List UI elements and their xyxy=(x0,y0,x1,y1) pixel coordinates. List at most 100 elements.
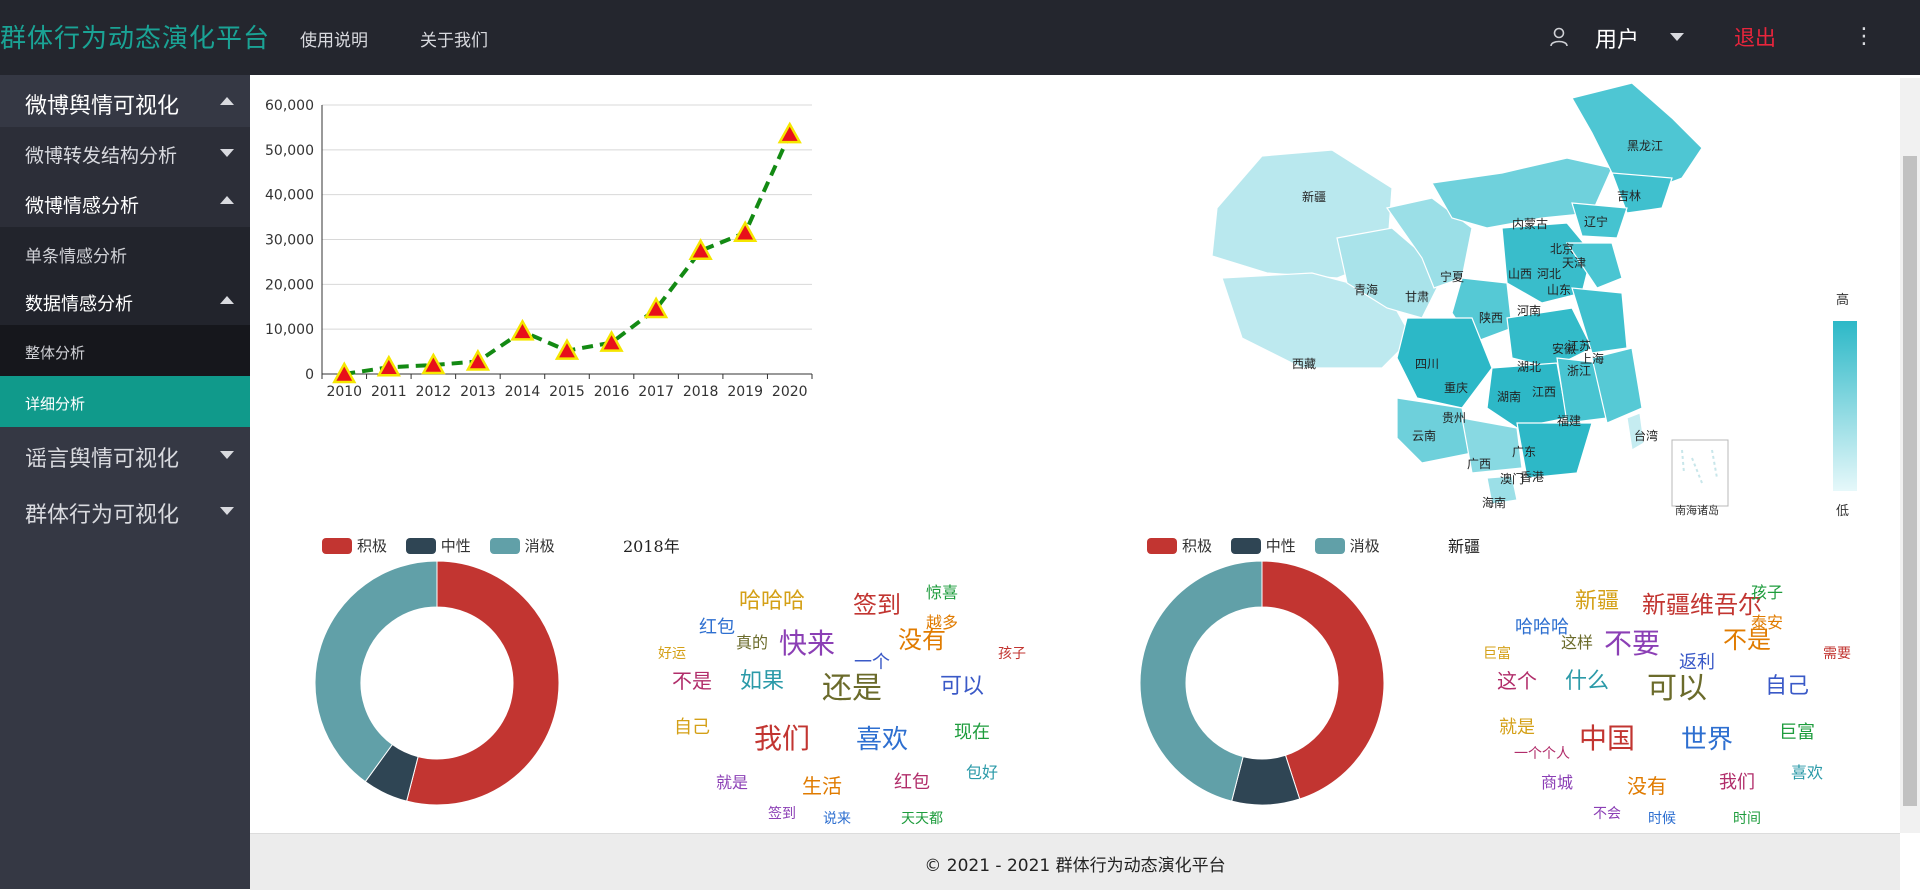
wordcloud-word[interactable]: 什么 xyxy=(1565,669,1609,694)
wordcloud-word[interactable]: 巨富 xyxy=(1779,722,1815,743)
wordcloud-word[interactable]: 孩子 xyxy=(998,646,1026,662)
wordcloud-word[interactable]: 可以 xyxy=(940,674,984,699)
province-shape[interactable] xyxy=(1571,82,1703,194)
data-point-marker[interactable] xyxy=(421,352,446,375)
wordcloud-word[interactable]: 快来 xyxy=(779,627,835,660)
visual-map-gradient-bar[interactable] xyxy=(1833,321,1857,491)
wordcloud-word[interactable]: 签到 xyxy=(853,591,901,619)
wordcloud-word[interactable]: 可以 xyxy=(1647,671,1707,706)
user-icon[interactable] xyxy=(1548,26,1570,48)
donut-slice[interactable] xyxy=(406,560,560,806)
legend-item-positive[interactable]: 积极 xyxy=(1147,535,1212,556)
wordcloud-word[interactable]: 还是 xyxy=(822,671,882,706)
wordcloud-word[interactable]: 一个 xyxy=(854,652,890,673)
data-point-marker[interactable] xyxy=(510,318,535,341)
wordcloud-word[interactable]: 红包 xyxy=(894,772,930,793)
province-shape[interactable] xyxy=(1571,202,1628,239)
province-shape[interactable] xyxy=(1565,242,1623,289)
legend-item-positive[interactable]: 积极 xyxy=(322,535,387,556)
province-shape[interactable] xyxy=(1221,272,1413,369)
province-shape[interactable] xyxy=(1611,172,1673,214)
data-point-marker[interactable] xyxy=(733,220,758,243)
legend-item-neutral[interactable]: 中性 xyxy=(405,535,471,556)
wordcloud-word[interactable]: 不是 xyxy=(672,669,712,693)
wordcloud-word[interactable]: 越多 xyxy=(926,613,958,632)
wordcloud-word[interactable]: 惊喜 xyxy=(926,583,958,602)
donut-slice[interactable] xyxy=(1261,560,1385,800)
data-point-marker[interactable] xyxy=(643,296,669,319)
wordcloud-word[interactable]: 泰安 xyxy=(1751,613,1783,632)
legend-item-negative[interactable]: 消极 xyxy=(489,535,555,556)
wordcloud-word[interactable]: 生活 xyxy=(802,774,842,798)
donut-slice[interactable] xyxy=(1139,560,1263,802)
wordcloud-word[interactable]: 天天都 xyxy=(901,811,943,827)
province-shape[interactable] xyxy=(1506,307,1593,369)
wordcloud-word[interactable]: 巨富 xyxy=(1483,645,1511,662)
wordcloud-word[interactable]: 新疆 xyxy=(1575,589,1619,614)
sidebar-item-detail-analysis[interactable]: 详细分析 xyxy=(0,376,250,427)
wordcloud-word[interactable]: 这个 xyxy=(1497,669,1537,693)
wordcloud-word[interactable]: 需要 xyxy=(1823,646,1851,662)
wordcloud-word[interactable]: 喜欢 xyxy=(1791,763,1823,782)
wordcloud-word[interactable]: 自己 xyxy=(1765,674,1809,699)
sidebar-item-weibo-opinion[interactable]: 微博舆情可视化 xyxy=(0,75,250,127)
wordcloud-word[interactable]: 我们 xyxy=(1719,772,1755,793)
wordcloud-word[interactable]: 没有 xyxy=(898,626,946,654)
more-options-icon[interactable]: ⋮ xyxy=(1853,24,1875,49)
wordcloud-word[interactable]: 时候 xyxy=(1648,811,1676,827)
sidebar-item-single-sentiment[interactable]: 单条情感分析 xyxy=(0,227,250,277)
sidebar-item-sentiment-analysis[interactable]: 微博情感分析 xyxy=(0,177,250,227)
wordcloud-word[interactable]: 真的 xyxy=(736,633,768,652)
wordcloud-word[interactable]: 就是 xyxy=(1499,717,1535,738)
data-point-marker[interactable] xyxy=(777,121,802,144)
data-point-marker[interactable] xyxy=(688,238,713,260)
province-shape[interactable] xyxy=(1486,475,1518,505)
sidebar-item-data-sentiment[interactable]: 数据情感分析 xyxy=(0,277,250,325)
wordcloud-word[interactable]: 中国 xyxy=(1579,722,1635,755)
data-point-marker[interactable] xyxy=(599,330,624,352)
wordcloud-word[interactable]: 一个个人 xyxy=(1514,746,1570,762)
wordcloud-word[interactable]: 喜欢 xyxy=(856,725,908,755)
wordcloud-word[interactable]: 哈哈哈 xyxy=(1515,617,1569,638)
wordcloud-word[interactable]: 孩子 xyxy=(1751,583,1783,602)
brand-title[interactable]: 群体行为动态演化平台 xyxy=(0,24,271,54)
sidebar-item-group-behavior[interactable]: 群体行为可视化 xyxy=(0,483,250,539)
wordcloud-word[interactable]: 我们 xyxy=(754,722,810,755)
data-point-marker[interactable] xyxy=(332,361,357,384)
wordcloud-word[interactable]: 就是 xyxy=(716,773,748,792)
logout-button[interactable]: 退出 xyxy=(1734,26,1776,50)
chevron-down-icon[interactable] xyxy=(1670,33,1684,41)
wordcloud-word[interactable]: 哈哈哈 xyxy=(739,589,805,614)
wordcloud-word[interactable]: 包好 xyxy=(966,763,998,782)
wordcloud-word[interactable]: 返利 xyxy=(1679,652,1715,673)
wordcloud-word[interactable]: 商城 xyxy=(1541,773,1573,792)
wordcloud-word[interactable]: 这样 xyxy=(1561,633,1593,652)
sidebar-item-repost-structure[interactable]: 微博转发结构分析 xyxy=(0,127,250,177)
legend-item-neutral[interactable]: 中性 xyxy=(1230,535,1296,556)
province-shape[interactable] xyxy=(1336,227,1443,319)
sidebar-item-rumor-opinion[interactable]: 谣言舆情可视化 xyxy=(0,427,250,483)
wordcloud-word[interactable]: 不要 xyxy=(1604,627,1660,660)
data-point-marker[interactable] xyxy=(465,348,491,371)
wordcloud-word[interactable]: 签到 xyxy=(768,805,796,822)
province-shape[interactable] xyxy=(1396,397,1473,464)
wordcloud-word[interactable]: 如果 xyxy=(740,669,784,694)
province-shape[interactable] xyxy=(1571,287,1628,354)
wordcloud-word[interactable]: 新疆维吾尔 xyxy=(1642,591,1762,619)
nav-usage-guide[interactable]: 使用说明 xyxy=(300,31,368,51)
vertical-scrollbar[interactable] xyxy=(1900,78,1920,833)
wordcloud-word[interactable]: 时间 xyxy=(1733,811,1761,827)
wordcloud-word[interactable]: 自己 xyxy=(674,717,710,738)
province-shape[interactable] xyxy=(1516,422,1593,479)
user-menu-label[interactable]: 用户 xyxy=(1595,28,1640,53)
wordcloud-word[interactable]: 世界 xyxy=(1681,725,1733,755)
wordcloud-word[interactable]: 好运 xyxy=(658,646,686,662)
province-shape[interactable] xyxy=(1591,347,1643,424)
wordcloud-word[interactable]: 红包 xyxy=(699,617,735,638)
wordcloud-word[interactable]: 不是 xyxy=(1723,626,1771,654)
wordcloud-word[interactable]: 现在 xyxy=(954,722,990,743)
wordcloud-word[interactable]: 说来 xyxy=(823,811,851,827)
data-point-marker[interactable] xyxy=(554,338,580,360)
scrollbar-thumb[interactable] xyxy=(1903,156,1917,806)
province-shape[interactable] xyxy=(1626,412,1645,451)
